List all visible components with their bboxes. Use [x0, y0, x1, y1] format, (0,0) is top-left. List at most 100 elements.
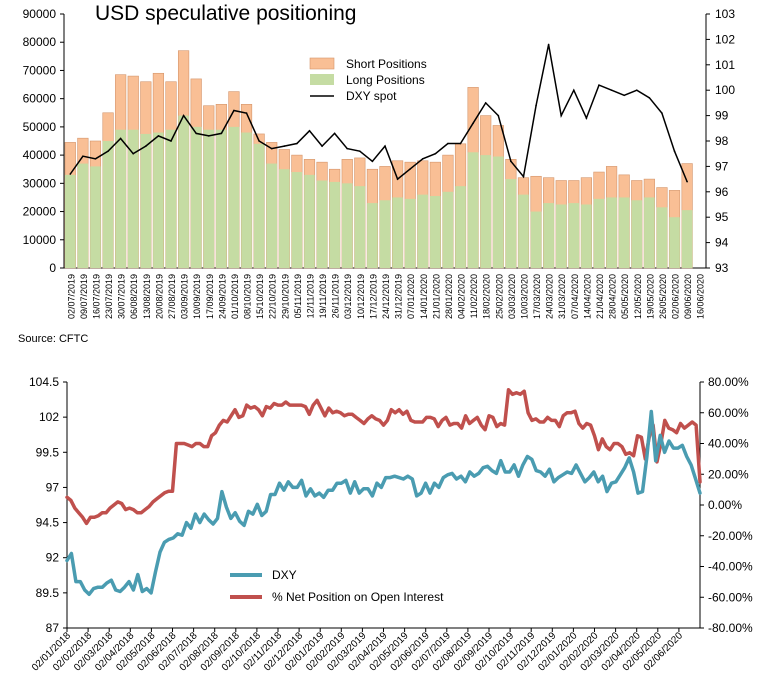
- dxy-point: [141, 590, 143, 593]
- net-position-point: [148, 505, 150, 508]
- source-note: Source: CFTC: [18, 333, 89, 345]
- dxy-point: [177, 533, 179, 535]
- net-position-point: [414, 421, 416, 423]
- net-position-point: [187, 444, 189, 446]
- net-position-point: [312, 404, 314, 406]
- dxy-point: [655, 460, 657, 462]
- dxy-spot-point: [182, 114, 185, 117]
- long-position-bar: [543, 203, 554, 268]
- dxy-spot-point: [94, 157, 97, 160]
- net-position-point: [664, 419, 666, 422]
- dxy-point: [212, 523, 214, 525]
- dxy-point: [597, 481, 599, 483]
- dxy-spot-point: [396, 178, 399, 180]
- dxy-point: [677, 447, 679, 449]
- dxy-point: [75, 581, 77, 583]
- dxy-point: [694, 478, 697, 480]
- right-tick-label: 80.00%: [708, 375, 749, 389]
- left-tick-label: 92: [46, 551, 60, 565]
- dxy-point: [504, 471, 506, 473]
- long-position-bar: [165, 129, 177, 268]
- net-position-point: [246, 404, 248, 406]
- net-position-point: [433, 418, 435, 420]
- dxy-point: [243, 524, 245, 526]
- net-position-point: [457, 422, 459, 425]
- dxy-spot-point: [661, 112, 663, 114]
- net-position-point: [554, 419, 557, 422]
- net-position-point: [507, 389, 510, 391]
- dxy-point: [615, 481, 617, 483]
- net-position-point: [332, 412, 334, 414]
- right-tick-label: 98: [715, 134, 729, 148]
- dxy-spot-line: [69, 44, 688, 182]
- net-position-point: [351, 413, 353, 415]
- x-tick-label: 02/07/2019: [66, 274, 76, 319]
- dxy-spot-point: [686, 180, 688, 183]
- net-position-point: [695, 424, 697, 426]
- dxy-point: [402, 478, 405, 480]
- net-position-point: [437, 425, 439, 428]
- left-tick-label: 20000: [23, 205, 57, 219]
- net-position-point: [328, 407, 330, 409]
- net-position-point: [543, 421, 545, 423]
- left-tick-label: 104.5: [29, 375, 59, 389]
- dxy-spot-point: [359, 150, 361, 152]
- right-tick-label: -80.00%: [708, 621, 753, 635]
- x-tick-label: 03/09/2019: [180, 274, 190, 319]
- right-tick-label: 97: [715, 159, 729, 173]
- dxy-point: [416, 495, 418, 497]
- net-position-point: [562, 415, 564, 417]
- net-position-line: [65, 387, 702, 526]
- net-position-point: [222, 419, 224, 422]
- right-tick-label: 103: [715, 7, 735, 21]
- net-position-point: [136, 512, 138, 514]
- dxy-point: [309, 488, 312, 490]
- dxy-point: [163, 541, 165, 543]
- net-position-point: [371, 415, 373, 417]
- long-position-bar: [90, 166, 101, 268]
- dxy-point: [119, 590, 121, 593]
- dxy-point: [261, 514, 263, 517]
- x-tick-label: 09/06/2020: [683, 274, 693, 319]
- right-tick-label: 95: [715, 210, 729, 224]
- dxy-spot-point: [333, 132, 336, 135]
- net-position-point: [242, 415, 244, 417]
- dxy-point: [362, 488, 365, 490]
- right-tick-label: 20.00%: [708, 467, 749, 481]
- left-tick-label: 30000: [23, 176, 57, 190]
- x-tick-label: 16/07/2019: [91, 274, 101, 319]
- dxy-point: [336, 482, 338, 484]
- net-position-point: [378, 419, 381, 422]
- net-position-point: [82, 516, 84, 518]
- long-position-bar: [153, 132, 164, 268]
- dxy-point: [641, 491, 644, 493]
- dxy-point: [624, 467, 626, 469]
- legend-label: Short Positions: [346, 57, 427, 71]
- right-tick-label: 60.00%: [708, 406, 749, 420]
- net-position-point: [343, 415, 346, 417]
- net-position-point: [418, 421, 420, 423]
- dxy-point: [478, 472, 480, 474]
- dxy-point: [398, 476, 400, 479]
- net-position-point: [582, 427, 584, 429]
- dxy-spot-point: [510, 160, 512, 163]
- left-tick-label: 50000: [23, 120, 57, 134]
- dxy-point: [385, 476, 387, 479]
- dxy-point: [473, 475, 475, 477]
- left-tick-label: 40000: [23, 148, 57, 162]
- net-position-point: [375, 418, 377, 420]
- dxy-point: [354, 481, 356, 483]
- long-position-bar: [669, 217, 680, 268]
- dxy-point: [106, 582, 108, 584]
- dxy-point: [522, 464, 524, 466]
- left-tick-label: 0: [49, 261, 56, 275]
- long-position-bar: [656, 207, 668, 268]
- x-tick-label: 28/04/2020: [608, 274, 618, 319]
- dxy-point: [199, 521, 201, 524]
- dxy-point: [438, 486, 440, 489]
- net-position-point: [597, 449, 600, 451]
- net-position-point: [410, 419, 412, 422]
- dxy-point: [517, 475, 520, 477]
- net-position-point: [523, 390, 525, 392]
- x-tick-label: 16/06/2020: [696, 274, 706, 319]
